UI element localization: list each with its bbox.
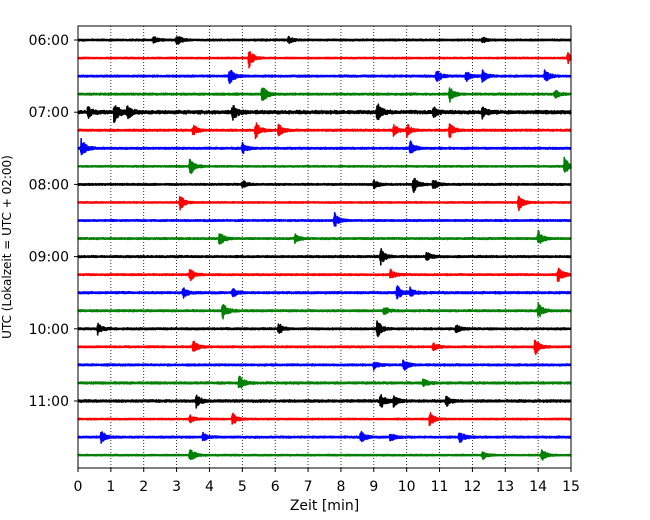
y-axis-label: UTC (Lokalzeit = UTC + 02:00) (0, 155, 14, 339)
x-tick-label-12: 12 (463, 479, 481, 495)
x-tick-label-2: 2 (139, 479, 148, 495)
x-tick-label-10: 10 (398, 479, 416, 495)
x-tick-label-5: 5 (238, 479, 247, 495)
trace-06:15 (77, 51, 572, 69)
y-tick-label-10:00: 10:00 (29, 322, 69, 338)
trace-09:00 (77, 248, 572, 266)
x-tick-label-8: 8 (336, 479, 345, 495)
trace-06:45 (77, 87, 572, 103)
trace-10:15 (77, 339, 572, 355)
trace-10:00 (77, 320, 572, 338)
y-tick-label-07:00: 07:00 (29, 105, 69, 121)
seismogram-traces (77, 35, 572, 461)
trace-08:15 (77, 195, 572, 212)
y-tick-label-11:00: 11:00 (29, 394, 69, 410)
trace-07:15 (77, 122, 572, 140)
trace-11:15 (77, 412, 572, 427)
trace-11:45 (77, 449, 572, 461)
x-tick-label-11: 11 (431, 479, 449, 495)
x-tick-label-9: 9 (369, 479, 378, 495)
trace-10:45 (77, 375, 572, 389)
x-tick-label-3: 3 (172, 479, 181, 495)
trace-06:30 (77, 69, 572, 84)
x-tick-label-6: 6 (271, 479, 280, 495)
trace-07:45 (77, 156, 572, 174)
trace-09:30 (77, 285, 572, 300)
x-tick-label-1: 1 (106, 479, 115, 495)
x-tick-label-15: 15 (562, 479, 580, 495)
trace-11:30 (77, 430, 572, 444)
y-tick-label-09:00: 09:00 (29, 250, 69, 266)
trace-09:45 (77, 302, 572, 320)
trace-11:00 (77, 394, 572, 409)
trace-08:45 (77, 229, 572, 245)
trace-08:00 (77, 177, 572, 193)
trace-09:15 (77, 267, 572, 282)
plot-frame (77, 25, 572, 469)
x-tick-label-13: 13 (496, 479, 514, 495)
x-tick-label-4: 4 (205, 479, 214, 495)
trace-08:30 (77, 211, 572, 227)
y-tick-label-08:00: 08:00 (29, 177, 69, 193)
y-axis: 06:00 07:00 08:00 09:00 10:00 11:00 (29, 33, 78, 410)
trace-10:30 (77, 359, 572, 371)
x-tick-label-7: 7 (304, 479, 313, 495)
trace-07:30 (77, 137, 572, 156)
plot-background (78, 26, 571, 468)
x-tick-label-0: 0 (74, 479, 83, 495)
trace-06:00 (77, 35, 572, 45)
x-axis-label: Zeit [min] (290, 498, 359, 514)
x-tick-label-14: 14 (529, 479, 547, 495)
x-axis: 0 1 2 3 4 5 6 7 8 9 10 11 12 13 14 15 (74, 468, 580, 495)
trace-07:00 (77, 103, 572, 123)
y-tick-label-06:00: 06:00 (29, 33, 69, 49)
